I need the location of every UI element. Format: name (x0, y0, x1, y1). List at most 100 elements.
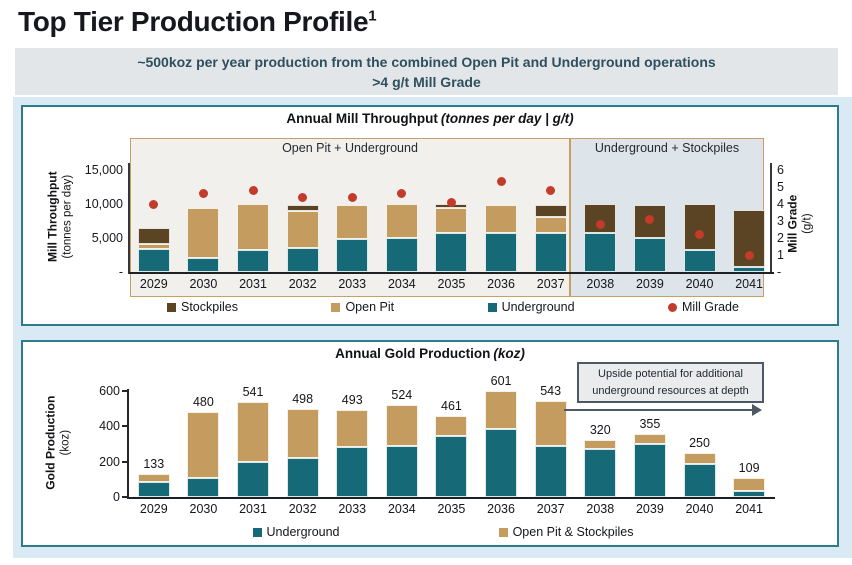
bar-total-label: 524 (391, 388, 413, 402)
gold-y-axis-title-main: Gold Production (43, 395, 58, 490)
mill-grade-dot (347, 192, 357, 202)
bar-segment-open-pit-stockpiles (485, 391, 518, 429)
bar-segment-underground (435, 233, 468, 272)
x-tick-label: 2037 (536, 502, 565, 516)
banner-line-1: ~500koz per year production from the com… (137, 54, 716, 70)
bar-segment-underground (683, 464, 716, 497)
mill-left-axis-line (128, 163, 130, 274)
legend-item-stockpiles: Stockpiles (167, 300, 238, 314)
bar-segment-open-pit-stockpiles (336, 410, 369, 447)
gold-y-axis-tick-marks (122, 390, 128, 498)
bar-segment-underground (187, 258, 220, 272)
mill-plot (129, 170, 774, 272)
mill-chart-title-units: (tonnes per day | g/t) (440, 111, 574, 126)
bar-segment-underground (534, 233, 567, 272)
bar-segment-open-pit-stockpiles (385, 405, 418, 446)
bar-total-label: 541 (242, 385, 264, 399)
chart-column-2031: 541 (228, 385, 278, 497)
upside-arrow-head-icon (752, 404, 762, 416)
legend-label: Open Pit (345, 300, 395, 314)
gold-legend: Underground Open Pit & Stockpiles (173, 525, 713, 539)
mill-baseline (129, 272, 774, 274)
legend-square-marker (498, 527, 508, 537)
mill-grade-dot (298, 192, 308, 202)
y-tick-label: 15,000 (84, 163, 123, 177)
mill-grade-dot (149, 199, 159, 209)
mill-grade-dot (744, 250, 754, 260)
gold-baseline (129, 497, 775, 499)
x-tick-label: 2038 (586, 277, 615, 291)
chart-column-2035: 461 (427, 391, 477, 497)
gold-production-panel: Annual Gold Production (koz) Gold Product… (21, 340, 839, 547)
bar-segment-open-pit-stockpiles (237, 402, 270, 462)
grade-y-axis-title-main: Mill Grade (785, 194, 800, 253)
legend-label: Underground (501, 300, 575, 314)
bar-segment-open-pit (385, 204, 418, 238)
mill-grade-dot (248, 185, 258, 195)
x-tick-label: 2036 (487, 277, 515, 291)
bar-segment-underground (385, 446, 418, 497)
y-tick-label: 400 (99, 419, 120, 434)
x-tick-label: 2039 (635, 277, 664, 291)
y-tick-label: - (118, 265, 123, 279)
legend-item-open-pit: Open Pit (331, 300, 394, 314)
chart-column-2034: 524 (377, 388, 427, 497)
chart-column-2037: 543 (526, 384, 576, 497)
x-tick-label: 2039 (635, 502, 664, 516)
legend-square-marker (487, 302, 497, 312)
bar-segment-open-pit (485, 205, 518, 233)
bar-segment-open-pit (435, 208, 468, 233)
y-tick-mark (122, 460, 128, 463)
x-tick-label: 2040 (685, 502, 714, 516)
bar-segment-underground (286, 458, 319, 497)
x-tick-label: 2031 (239, 502, 267, 516)
bar-segment-open-pit (336, 205, 369, 239)
x-tick-label: 2029 (139, 277, 168, 291)
bar-segment-open-pit (237, 204, 270, 250)
x-tick-label: 2034 (387, 502, 416, 516)
y-tick-label: 200 (99, 454, 120, 469)
chart-column-2033 (327, 170, 377, 272)
bar-segment-open-pit-stockpiles (683, 453, 716, 464)
bar-segment-stockpiles (534, 205, 567, 217)
chart-column-2038 (575, 170, 625, 272)
gold-y-axis-ticks: 600 400 200 0 (65, 384, 120, 504)
bar-segment-stockpiles (286, 205, 319, 211)
chart-column-2033: 493 (327, 391, 377, 497)
legend-item-underground: Underground (252, 525, 340, 539)
chart-column-2039: 355 (625, 391, 675, 497)
upside-annotation-line-2: underground resources at depth (592, 385, 749, 398)
mill-grade-dot (446, 197, 456, 207)
bar-segment-underground (435, 436, 468, 497)
bar-total-label: 250 (689, 436, 710, 450)
x-tick-label: 2033 (338, 502, 367, 516)
upside-arrow-line (564, 409, 754, 411)
chart-column-2029 (129, 170, 179, 272)
y-tick-mark (122, 390, 128, 392)
mill-legend: Stockpiles Open Pit Underground Mill Grade (139, 300, 767, 314)
bar-segment-underground (584, 233, 617, 272)
bar-total-label: 355 (639, 417, 661, 431)
bar-total-label: 498 (292, 392, 314, 406)
x-tick-label: 2035 (437, 277, 466, 291)
page-title-text: Top Tier Production Profile (18, 6, 369, 37)
bar-segment-underground (733, 267, 766, 272)
bar-segment-underground (733, 491, 766, 497)
bar-segment-stockpiles (683, 204, 716, 250)
y-tick-label: 0 (113, 490, 120, 504)
bar-total-label: 461 (441, 399, 462, 413)
chart-column-2034 (377, 170, 427, 272)
bar-segment-underground (336, 239, 369, 272)
grade-y-axis-ticks: 6 5 4 3 2 1 - (777, 163, 801, 279)
bar-segment-open-pit-stockpiles (584, 440, 617, 449)
x-tick-label: 2031 (239, 277, 267, 291)
mill-y-axis-title-main: Mill Throughput (45, 171, 60, 263)
page-title: Top Tier Production Profile1 (18, 6, 377, 38)
bar-segment-open-pit-stockpiles (137, 474, 170, 482)
chart-column-2039 (625, 170, 675, 272)
legend-label: Underground (266, 525, 340, 539)
x-tick-label: 2036 (487, 502, 515, 516)
legend-item-underground: Underground (487, 300, 575, 314)
bar-segment-underground (683, 250, 716, 272)
grade-right-axis-line (770, 163, 772, 274)
